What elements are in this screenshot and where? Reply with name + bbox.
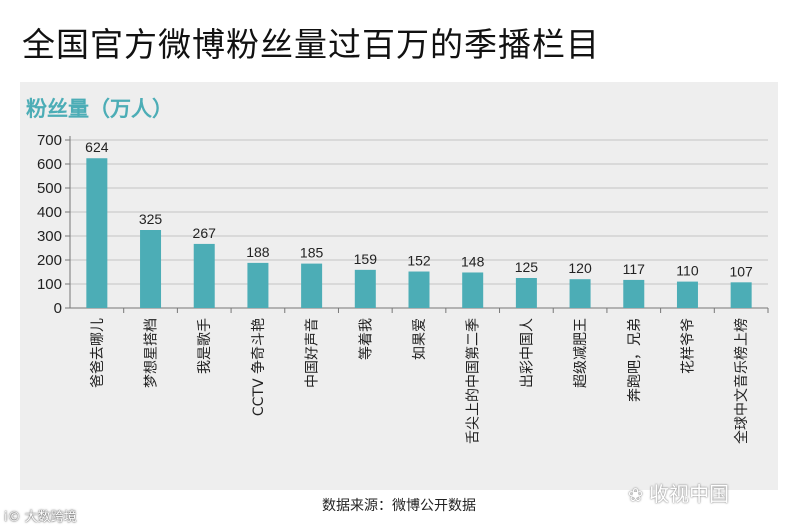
x-tick-label: CCTV 争奇斗艳 xyxy=(250,318,267,416)
bar xyxy=(515,278,537,308)
data-label: 120 xyxy=(568,260,592,276)
data-label: 325 xyxy=(139,211,163,227)
bar xyxy=(301,263,323,308)
y-tick-label: 300 xyxy=(37,228,62,245)
bar xyxy=(462,272,484,308)
data-label: 152 xyxy=(407,253,431,269)
x-tick-label: 奔跑吧，兄弟 xyxy=(627,318,643,402)
x-tick-label: 如果爱 xyxy=(412,318,428,360)
data-label: 107 xyxy=(729,263,753,279)
data-label: 624 xyxy=(85,139,109,155)
y-tick-label: 0 xyxy=(54,300,62,317)
data-label: 267 xyxy=(193,225,217,241)
y-tick-label: 500 xyxy=(37,180,62,197)
chart-panel: 粉丝量（万人） 0 100 200 300 400 500 600 700 624 爸爸去哪儿 325… xyxy=(20,82,778,490)
y-tick-label: 400 xyxy=(37,204,62,221)
watermark-right: ❀ 收视中国 xyxy=(628,478,729,507)
x-tick-label: 梦想星搭档 xyxy=(144,318,160,388)
data-label: 148 xyxy=(461,253,485,269)
x-tick-label: 中国好声音 xyxy=(304,318,321,388)
bar xyxy=(86,158,108,308)
x-tick-label: 超级减肥王 xyxy=(573,318,589,388)
bar xyxy=(140,230,162,308)
y-tick-label: 200 xyxy=(37,252,62,269)
data-label: 188 xyxy=(246,244,270,260)
bar xyxy=(247,262,269,308)
data-label: 125 xyxy=(515,259,539,275)
bar xyxy=(354,269,376,308)
bar xyxy=(623,279,645,308)
watermark-right-text: 收视中国 xyxy=(649,482,730,506)
watermark-left: i© 大数跨境 xyxy=(4,506,77,525)
x-tick-label: 花样爷爷 xyxy=(680,318,696,374)
bar-chart: 粉丝量（万人） 0 100 200 300 400 500 600 700 624 爸爸去哪儿 325… xyxy=(26,97,769,444)
bar xyxy=(676,281,698,308)
data-label: 117 xyxy=(623,261,646,277)
y-tick-label: 700 xyxy=(37,132,62,149)
x-tick-label: 等着我 xyxy=(357,318,374,360)
x-tick-label: 全球中文音乐榜上榜 xyxy=(733,318,750,444)
data-label: 185 xyxy=(300,245,324,261)
data-label: 159 xyxy=(354,251,378,267)
wechat-icon: ❀ xyxy=(628,485,644,506)
bar xyxy=(193,243,215,308)
page-title: 全国官方微博粉丝量过百万的季播栏目 xyxy=(22,25,600,64)
x-tick-label: 出彩中国人 xyxy=(519,318,535,388)
bar xyxy=(730,282,752,308)
x-tick-label: 爸爸去哪儿 xyxy=(90,318,106,388)
chart-title: 粉丝量（万人） xyxy=(26,97,173,121)
watermark-logo-icon: i© xyxy=(4,510,21,525)
x-tick-label: 我是歌手 xyxy=(197,318,213,374)
bar xyxy=(569,279,591,308)
y-tick-label: 100 xyxy=(37,276,62,293)
data-label: 110 xyxy=(676,263,699,279)
bar xyxy=(408,271,430,308)
x-tick-label: 舌尖上的中国第二季 xyxy=(465,318,482,444)
data-source-note: 数据来源：微博公开数据 xyxy=(322,498,476,514)
y-tick-label: 600 xyxy=(37,156,62,173)
watermark-left-text: 大数跨境 xyxy=(24,510,77,525)
